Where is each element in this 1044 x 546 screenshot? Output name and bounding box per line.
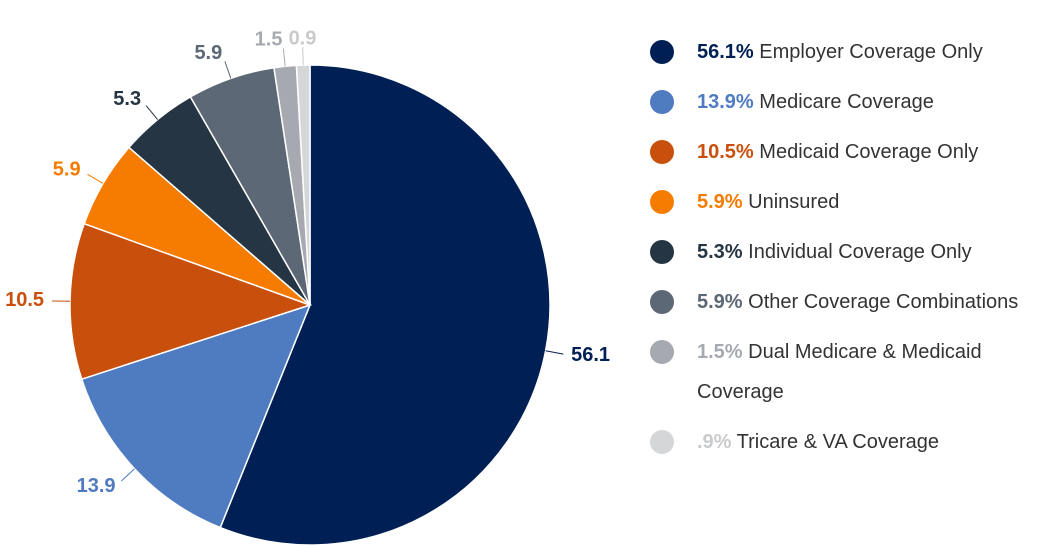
leader-line xyxy=(87,173,104,184)
legend-marker xyxy=(650,140,674,164)
legend-value: 5.3% xyxy=(697,241,743,263)
leader-line xyxy=(282,48,286,67)
slice-label: 10.5 xyxy=(5,289,44,311)
legend-value: 1.5% xyxy=(697,341,743,363)
legend-item: 1.5% Dual Medicare & Medicaid Coverage xyxy=(650,332,1044,412)
leader-line xyxy=(224,61,232,79)
legend-label: Medicare Coverage xyxy=(759,91,934,113)
leader-line xyxy=(302,47,304,66)
legend-value: 5.9% xyxy=(697,291,743,313)
leader-line xyxy=(145,105,158,120)
legend-value: .9% xyxy=(697,431,732,453)
legend-label: Dual Medicare & Medicaid Coverage xyxy=(697,341,982,403)
legend-marker xyxy=(650,240,674,264)
legend-marker xyxy=(650,90,674,114)
legend-label: Individual Coverage Only xyxy=(748,241,972,263)
legend-item: 10.5% Medicaid Coverage Only xyxy=(650,132,1044,172)
slice-label: 5.9 xyxy=(194,42,222,64)
legend-item: 13.9% Medicare Coverage xyxy=(650,82,1044,122)
legend-label: Medicaid Coverage Only xyxy=(759,141,979,163)
legend-value: 10.5% xyxy=(697,141,754,163)
legend-value: 56.1% xyxy=(697,41,754,63)
slice-label: 13.9 xyxy=(77,475,116,497)
slice-label: 5.3 xyxy=(113,88,141,110)
legend-item: 56.1% Employer Coverage Only xyxy=(650,32,1044,72)
slice-label: 0.9 xyxy=(289,27,317,49)
legend-marker xyxy=(650,290,674,314)
slice-label: 5.9 xyxy=(53,159,81,181)
pie-slice xyxy=(219,64,551,546)
legend-label: Other Coverage Combinations xyxy=(748,291,1019,313)
legend-marker xyxy=(650,190,674,214)
legend-item: 5.9% Uninsured xyxy=(650,182,1044,222)
legend-marker xyxy=(650,430,674,454)
legend: 56.1% Employer Coverage Only 13.9% Medica… xyxy=(650,32,1044,472)
legend-marker xyxy=(650,40,674,64)
legend-label: Tricare & VA Coverage xyxy=(736,431,939,453)
pie-chart: 56.1 13.9 10.5 5.9 5.3 5.9 1.5 0.9 xyxy=(5,27,610,546)
slice-label: 56.1 xyxy=(571,344,610,366)
leader-line xyxy=(121,468,135,482)
slice-label: 1.5 xyxy=(255,29,283,51)
leader-line xyxy=(545,350,564,355)
legend-value: 5.9% xyxy=(697,191,743,213)
legend-item: 5.3% Individual Coverage Only xyxy=(650,232,1044,272)
legend-item: .9% Tricare & VA Coverage xyxy=(650,422,1044,462)
legend-label: Uninsured xyxy=(748,191,840,213)
legend-marker xyxy=(650,340,674,364)
pie-slice xyxy=(69,222,313,381)
legend-item: 5.9% Other Coverage Combinations xyxy=(650,282,1044,322)
legend-value: 13.9% xyxy=(697,91,754,113)
legend-label: Employer Coverage Only xyxy=(759,41,983,63)
